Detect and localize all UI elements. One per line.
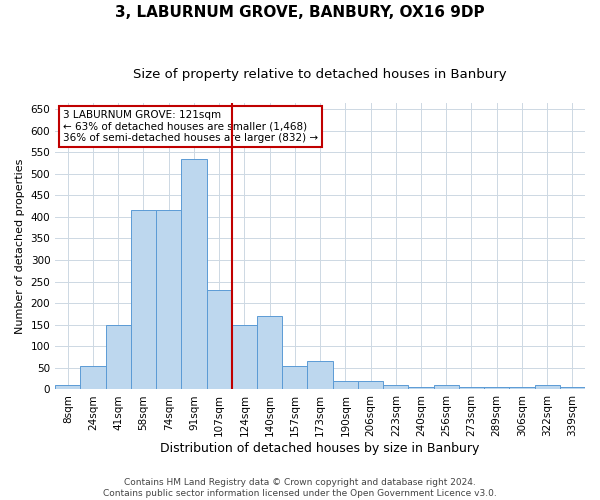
Bar <box>131 210 156 390</box>
Bar <box>257 316 282 390</box>
Y-axis label: Number of detached properties: Number of detached properties <box>15 158 25 334</box>
Bar <box>156 210 181 390</box>
Bar <box>332 381 358 390</box>
Title: Size of property relative to detached houses in Banbury: Size of property relative to detached ho… <box>133 68 507 80</box>
Bar <box>80 366 106 390</box>
Bar <box>181 158 206 390</box>
Bar <box>232 324 257 390</box>
Bar <box>409 388 434 390</box>
Bar <box>509 388 535 390</box>
Bar <box>535 385 560 390</box>
Bar <box>560 388 585 390</box>
Bar <box>434 385 459 390</box>
Text: Contains HM Land Registry data © Crown copyright and database right 2024.
Contai: Contains HM Land Registry data © Crown c… <box>103 478 497 498</box>
Bar <box>106 324 131 390</box>
Text: 3 LABURNUM GROVE: 121sqm
← 63% of detached houses are smaller (1,468)
36% of sem: 3 LABURNUM GROVE: 121sqm ← 63% of detach… <box>63 110 318 143</box>
Bar <box>307 362 332 390</box>
Bar <box>55 385 80 390</box>
Text: 3, LABURNUM GROVE, BANBURY, OX16 9DP: 3, LABURNUM GROVE, BANBURY, OX16 9DP <box>115 5 485 20</box>
Bar <box>383 385 409 390</box>
Bar <box>459 388 484 390</box>
Bar <box>358 381 383 390</box>
Bar <box>484 388 509 390</box>
X-axis label: Distribution of detached houses by size in Banbury: Distribution of detached houses by size … <box>160 442 480 455</box>
Bar <box>206 290 232 390</box>
Bar <box>282 366 307 390</box>
